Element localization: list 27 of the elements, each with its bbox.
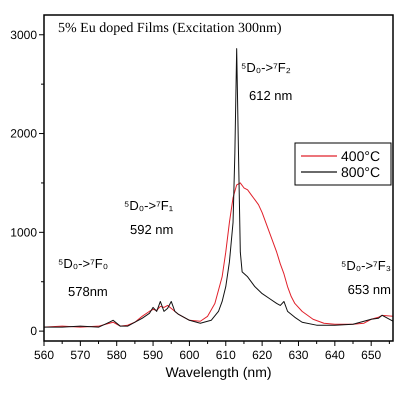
y-tick-label: 2000 (10, 126, 38, 141)
x-axis-title: Wavelength (nm) (165, 364, 272, 380)
x-tick-label: 630 (288, 348, 309, 362)
annotation: ⁵D₀->⁷F₂ (241, 60, 291, 75)
line-series (44, 48, 394, 328)
y-tick-label: 1000 (10, 225, 38, 240)
x-tick-label: 610 (216, 348, 236, 362)
x-tick-label: 640 (324, 348, 346, 362)
annotation: 578nm (68, 284, 108, 299)
x-tick-label: 620 (252, 348, 272, 362)
x-tick-label: 590 (143, 348, 164, 362)
y-tick-label: 3000 (10, 28, 38, 42)
y-tick-label: 0 (30, 324, 38, 338)
x-tick-label: 580 (106, 348, 128, 362)
x-tick-label: 560 (34, 348, 54, 362)
legend-label: 400°C (341, 148, 380, 164)
x-tick-label: 570 (70, 348, 91, 362)
annotation: ⁵D₀->⁷F₁ (124, 198, 174, 213)
annotation: 612 nm (249, 88, 292, 103)
chart-title: 5% Eu doped Films (Excitation 300nm) (58, 21, 282, 36)
annotation: ⁵D₀->⁷F₃ (340, 258, 391, 273)
annotation: 653 nm (348, 282, 391, 297)
annotation: ⁵D₀->⁷F₀ (58, 256, 108, 271)
legend-label: 800°C (341, 164, 380, 180)
x-tick-label: 600 (179, 348, 200, 362)
x-tick-label: 650 (361, 348, 382, 362)
annotation: 592 nm (130, 222, 174, 237)
